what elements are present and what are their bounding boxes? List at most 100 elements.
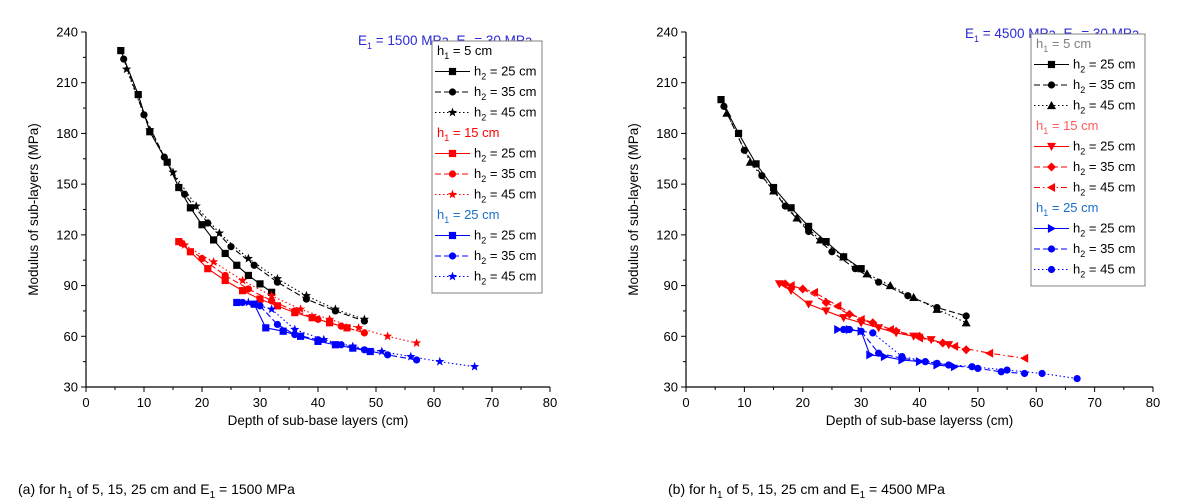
- legend-entry-label: h2 = 35 cm: [1073, 159, 1135, 177]
- data-point: [833, 301, 842, 311]
- data-point: [851, 265, 859, 273]
- x-tick-label: 40: [311, 395, 325, 410]
- y-axis-label: Modulus of sub-layers (MPa): [26, 123, 41, 296]
- data-point: [279, 327, 287, 335]
- y-tick-label: 210: [656, 75, 678, 90]
- data-point: [120, 55, 128, 63]
- data-point: [291, 307, 299, 315]
- data-point: [324, 314, 335, 324]
- data-point: [822, 238, 830, 246]
- data-point: [961, 318, 971, 327]
- x-tick-label: 20: [195, 395, 209, 410]
- data-point: [179, 240, 190, 249]
- x-tick-label: 70: [1087, 395, 1101, 410]
- x-tick-label: 20: [796, 395, 810, 410]
- series-6: [179, 240, 422, 347]
- data-point: [330, 304, 341, 314]
- data-point: [244, 271, 252, 280]
- data-point: [769, 186, 779, 195]
- data-point: [343, 324, 351, 332]
- data-point: [198, 254, 206, 263]
- data-point: [233, 298, 241, 307]
- x-tick-label: 50: [369, 395, 383, 410]
- data-point: [821, 297, 831, 307]
- legend-entry-label: h2 = 35 cm: [1073, 77, 1135, 95]
- data-point: [962, 312, 970, 320]
- data-point: [319, 334, 329, 344]
- data-point: [208, 257, 219, 266]
- legend-entry-label: h2 = 35 cm: [474, 166, 536, 184]
- data-point: [198, 221, 206, 229]
- data-point: [308, 314, 316, 322]
- data-point: [1038, 369, 1046, 378]
- x-tick-label: 50: [971, 395, 985, 410]
- legend-entry-label: h2 = 45 cm: [1073, 262, 1135, 280]
- series-9: [845, 325, 1081, 383]
- data-point: [774, 280, 784, 289]
- data-point: [786, 281, 795, 291]
- data-point: [845, 325, 854, 334]
- legend-box: [1030, 33, 1146, 287]
- data-point: [1020, 353, 1029, 363]
- legend-entry-label: h2 = 25 cm: [1073, 57, 1135, 75]
- data-point: [787, 204, 795, 212]
- series-2: [120, 55, 368, 325]
- data-point: [337, 341, 345, 349]
- data-point: [266, 290, 277, 300]
- data-point: [938, 338, 948, 348]
- data-point: [406, 351, 416, 361]
- legend-marker: [1047, 101, 1056, 110]
- series-line: [126, 68, 365, 320]
- data-point: [720, 102, 728, 110]
- legend-marker: [1047, 183, 1056, 192]
- data-point: [839, 314, 849, 323]
- data-point: [745, 157, 755, 166]
- data-point: [273, 302, 281, 310]
- data-point: [804, 222, 813, 231]
- data-point: [862, 269, 872, 278]
- data-point: [435, 356, 445, 366]
- data-point: [221, 249, 229, 258]
- data-point: [360, 329, 368, 337]
- data-point: [469, 361, 480, 371]
- legend-marker: [448, 88, 457, 96]
- y-tick-label: 90: [64, 278, 78, 293]
- data-point: [856, 314, 865, 324]
- x-axis-label: Depth of sub-base layers (cm): [228, 413, 409, 428]
- data-point: [237, 275, 248, 285]
- data-point: [875, 278, 883, 286]
- series-1: [117, 46, 276, 296]
- series-line: [723, 106, 967, 317]
- y-tick-label: 240: [56, 25, 78, 40]
- x-tick-label: 40: [912, 395, 926, 410]
- legend-group-title: h1 = 25 cm: [437, 207, 499, 225]
- y-tick-label: 150: [56, 177, 78, 192]
- x-tick-label: 60: [1029, 395, 1043, 410]
- data-point: [204, 219, 212, 227]
- data-point: [950, 362, 960, 372]
- legend: h1 = 5 cm h2 = 25 cm h2 = 35 cm h2 = 45 cm h…: [431, 40, 543, 294]
- x-tick-label: 80: [543, 395, 557, 410]
- legend-marker: [1047, 245, 1056, 253]
- data-point: [297, 332, 305, 340]
- data-point: [828, 248, 836, 256]
- data-point: [353, 322, 364, 332]
- data-point: [272, 273, 283, 283]
- y-tick-label: 60: [664, 329, 678, 344]
- data-point: [160, 153, 168, 161]
- data-point: [377, 346, 387, 356]
- y-axis-label: Modulus of sub-layers (MPa): [626, 123, 641, 296]
- legend-marker: [447, 189, 458, 199]
- data-point: [256, 295, 264, 303]
- data-point: [950, 341, 959, 351]
- legend-group-title: h1 = 5 cm: [1036, 36, 1091, 54]
- data-point: [244, 285, 252, 293]
- data-point: [266, 304, 277, 314]
- data-point: [933, 359, 941, 367]
- legend-marker: [447, 271, 458, 281]
- data-point: [359, 314, 370, 324]
- data-point: [243, 253, 254, 263]
- series-8: [840, 325, 1029, 378]
- x-tick-label: 10: [737, 395, 751, 410]
- x-tick-label: 0: [682, 395, 689, 410]
